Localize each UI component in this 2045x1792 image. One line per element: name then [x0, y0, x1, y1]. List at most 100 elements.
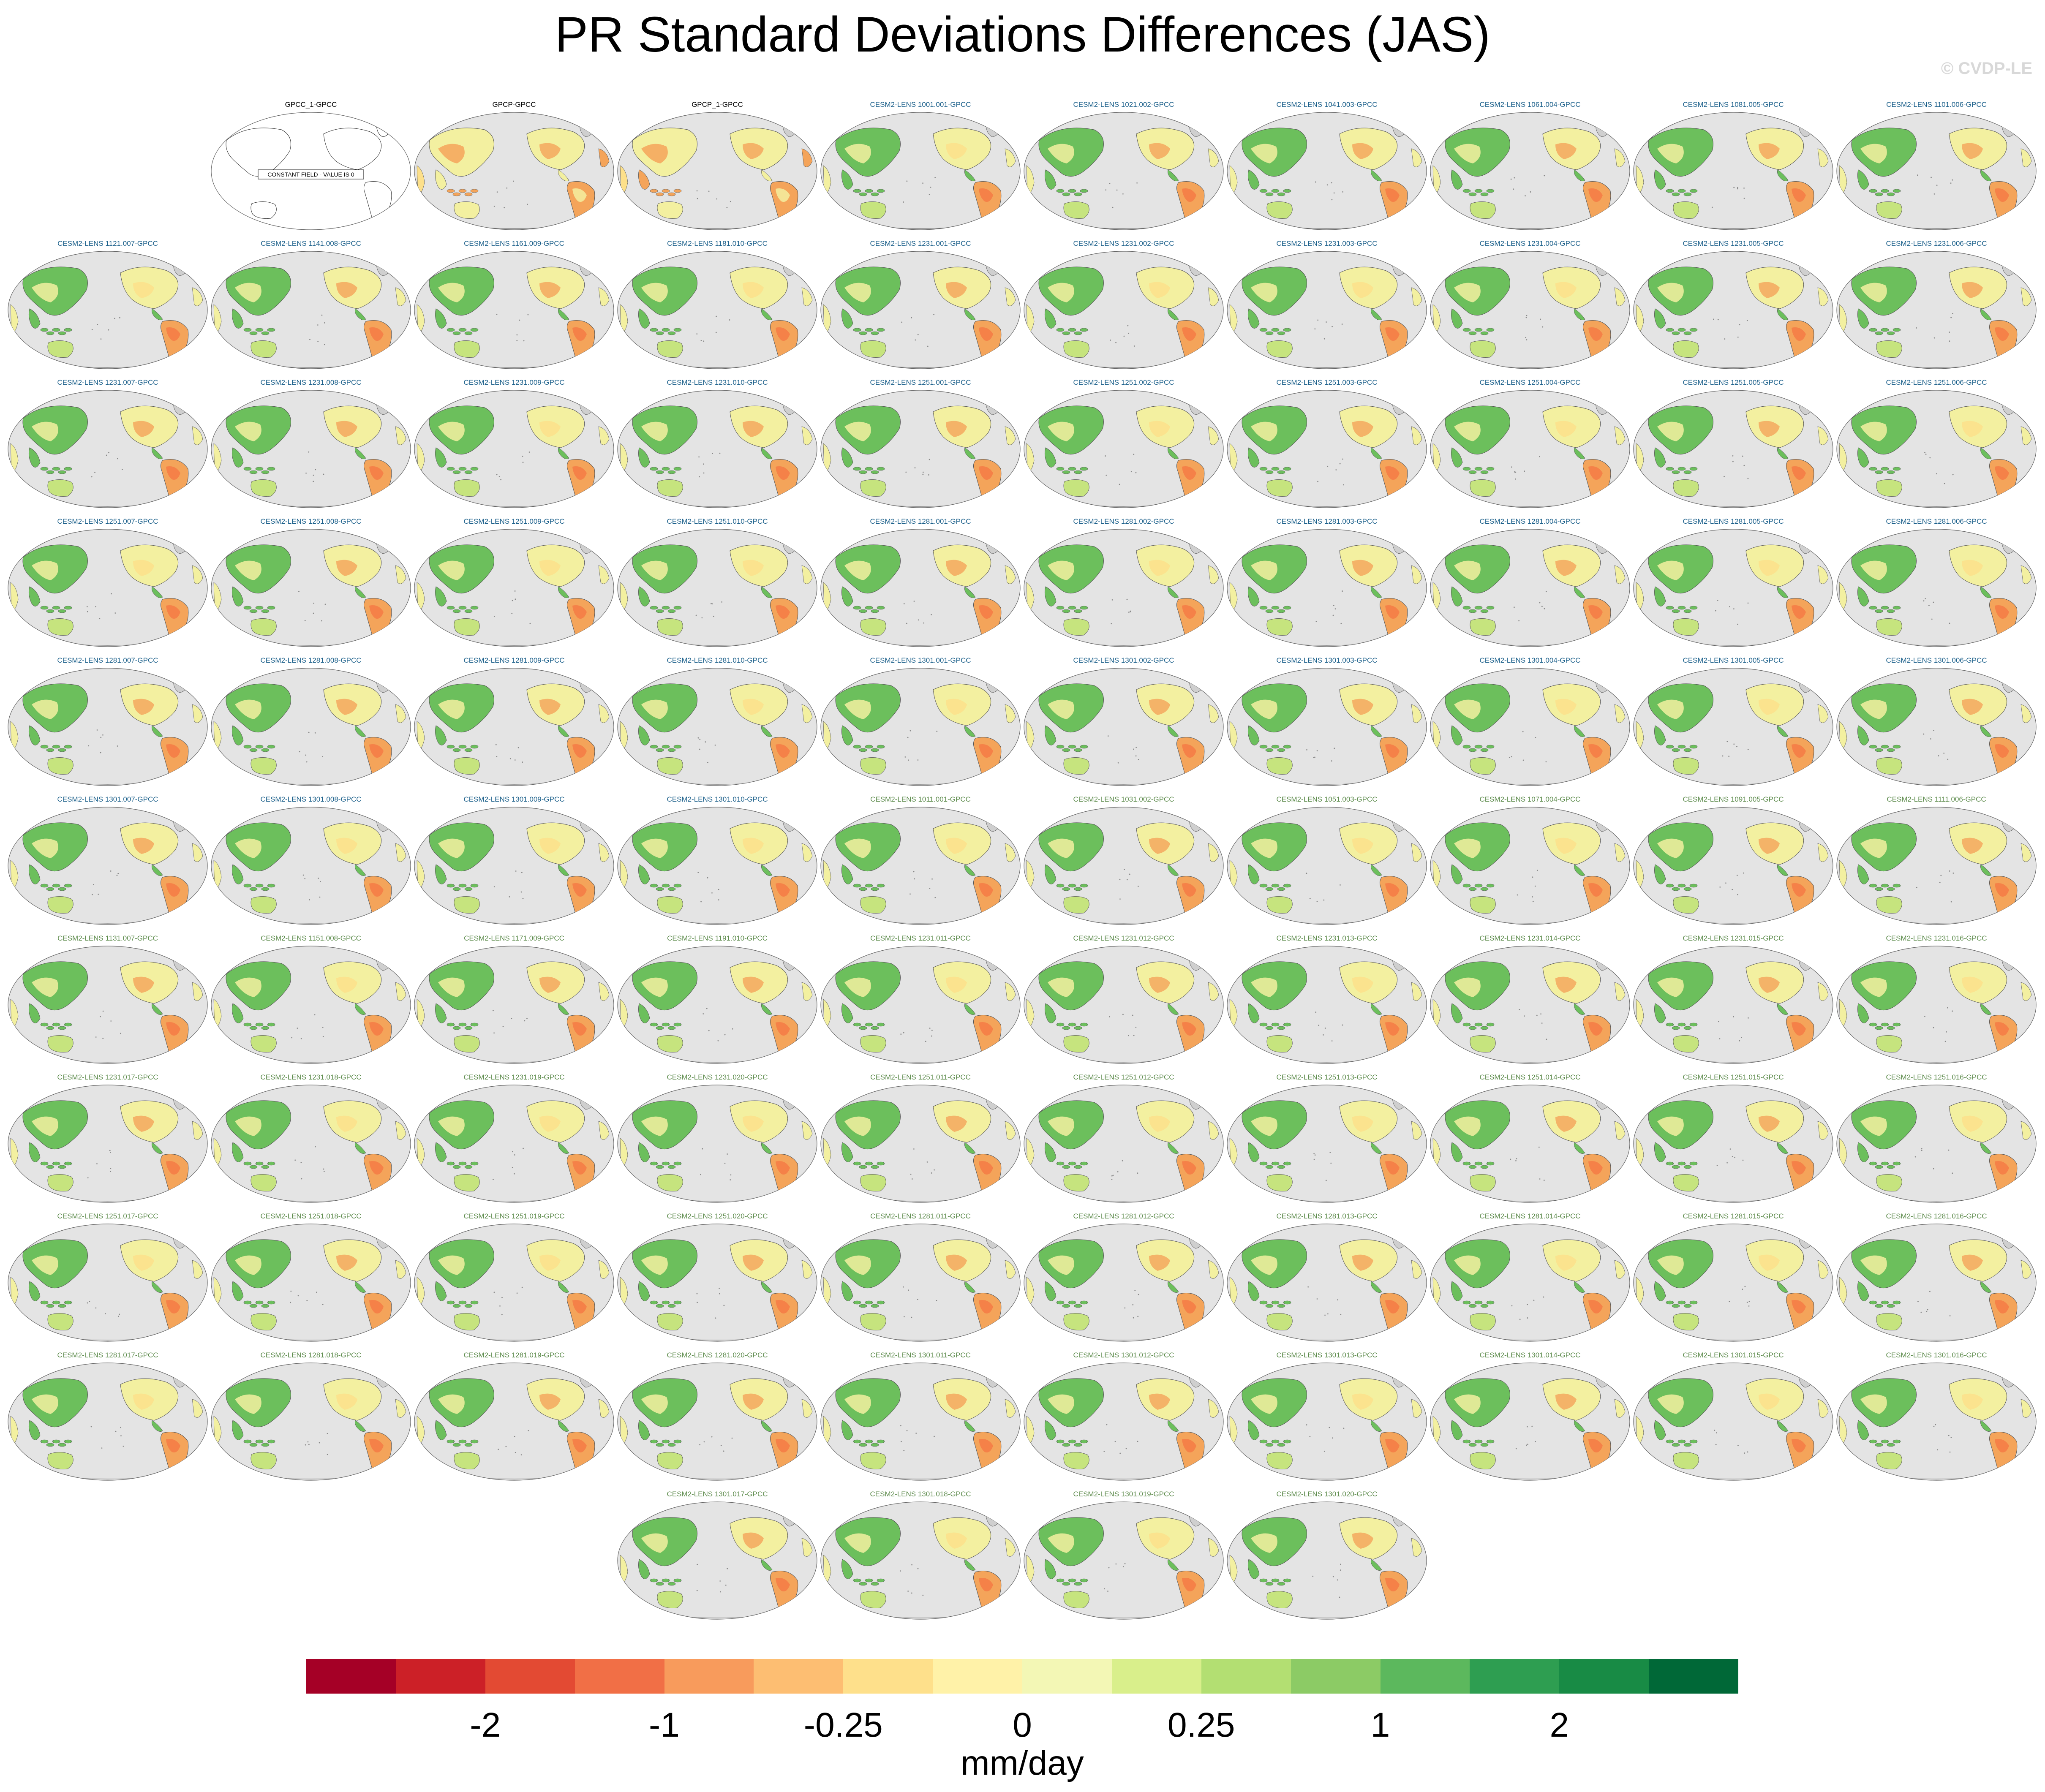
world-map — [1633, 1362, 1833, 1481]
map-panel-label: CESM2-LENS 1231.007-GPCC — [57, 378, 158, 386]
map-panel-label: CESM2-LENS 1111.006-GPCC — [1887, 795, 1986, 803]
map-panel: CESM2-LENS 1281.017-GPCC — [6, 1351, 209, 1484]
land-masses — [620, 539, 813, 646]
map-panel-label: CESM2-LENS 1301.009-GPCC — [463, 795, 565, 803]
map-panel-label: CESM2-LENS 1301.005-GPCC — [1683, 656, 1784, 664]
map-panel: CESM2-LENS 1231.014-GPCC — [1429, 934, 1631, 1067]
map-panel: CESM2-LENS 1281.003-GPCC — [1225, 517, 1428, 650]
land-masses — [1432, 400, 1626, 507]
map-panel-label: CESM2-LENS 1251.002-GPCC — [1073, 378, 1174, 386]
land-masses — [1839, 261, 2032, 368]
world-map — [1024, 1085, 1224, 1203]
map-panel-label: CESM2-LENS 1231.009-GPCC — [463, 378, 565, 386]
map-panel-label: CESM2-LENS 1301.017-GPCC — [667, 1490, 768, 1498]
map-panel-label: CESM2-LENS 1251.005-GPCC — [1683, 378, 1784, 386]
world-map — [1633, 529, 1833, 647]
land-masses — [213, 1095, 406, 1202]
map-panel: CESM2-LENS 1251.007-GPCC — [6, 517, 209, 650]
world-map — [414, 529, 614, 647]
map-panel: CESM2-LENS 1301.014-GPCC — [1429, 1351, 1631, 1484]
map-panel-label: CESM2-LENS 1281.020-GPCC — [667, 1351, 768, 1359]
land-masses — [1229, 956, 1422, 1063]
land-masses — [1229, 678, 1422, 785]
land-masses — [1432, 956, 1626, 1063]
map-panel-label: CESM2-LENS 1301.014-GPCC — [1479, 1351, 1581, 1359]
land-masses — [417, 400, 610, 507]
map-panel: CESM2-LENS 1131.007-GPCC — [6, 934, 209, 1067]
world-map — [1633, 807, 1833, 925]
map-panel-label: CESM2-LENS 1251.020-GPCC — [667, 1212, 768, 1220]
world-map — [211, 251, 411, 369]
map-panel: CESM2-LENS 1301.007-GPCC — [6, 795, 209, 928]
map-panel: CESM2-LENS 1231.006-GPCC — [1835, 239, 2038, 373]
map-panel: CESM2-LENS 1181.010-GPCC — [616, 239, 819, 373]
colorbar-tick-label: -1 — [649, 1706, 680, 1744]
map-panel-label: CESM2-LENS 1301.008-GPCC — [260, 795, 362, 803]
map-panel-label: CESM2-LENS 1251.016-GPCC — [1886, 1073, 1987, 1081]
map-panel-label: CESM2-LENS 1281.001-GPCC — [870, 517, 971, 525]
map-panel: CESM2-LENS 1251.013-GPCC — [1225, 1073, 1428, 1206]
map-panel-label: CESM2-LENS 1091.005-GPCC — [1683, 795, 1784, 803]
world-map — [211, 529, 411, 647]
map-panel-label: CESM2-LENS 1251.009-GPCC — [463, 517, 565, 525]
world-map — [617, 668, 817, 786]
map-panel: CESM2-LENS 1231.016-GPCC — [1835, 934, 2038, 1067]
map-panel: CESM2-LENS 1031.002-GPCC — [1022, 795, 1225, 928]
land-masses — [213, 539, 406, 646]
colorbar-tick-label: 0.25 — [1167, 1706, 1235, 1744]
world-map — [617, 807, 817, 925]
land-masses — [620, 1095, 813, 1202]
colorbar-segment — [1111, 1659, 1201, 1694]
map-panel: CESM2-LENS 1301.008-GPCC — [210, 795, 412, 928]
map-panel-label: CESM2-LENS 1231.008-GPCC — [260, 378, 362, 386]
map-panel-label: CESM2-LENS 1031.002-GPCC — [1073, 795, 1174, 803]
world-map — [1024, 1362, 1224, 1481]
map-panel: CESM2-LENS 1301.018-GPCC — [819, 1490, 1022, 1623]
map-panel-label: CESM2-LENS 1001.001-GPCC — [870, 101, 971, 109]
map-panel: CESM2-LENS 1231.008-GPCC — [210, 378, 412, 511]
world-map — [820, 1501, 1021, 1620]
map-panel-grid: GPCC_1-GPCC CONSTANT FIELD - VALUE IS 0 GP… — [6, 101, 2038, 1623]
map-panel: CESM2-LENS 1001.001-GPCC — [819, 101, 1022, 234]
world-map — [211, 390, 411, 508]
land-masses — [417, 956, 610, 1063]
map-panel-label: CESM2-LENS 1281.008-GPCC — [260, 656, 362, 664]
world-map — [820, 1085, 1021, 1203]
map-panel-label: CESM2-LENS 1181.010-GPCC — [667, 239, 768, 247]
world-map — [211, 1362, 411, 1481]
land-masses — [10, 1095, 203, 1202]
world-map — [211, 1085, 411, 1203]
map-panel-label: CESM2-LENS 1281.003-GPCC — [1276, 517, 1378, 525]
world-map — [1024, 946, 1224, 1064]
map-panel: CESM2-LENS 1231.013-GPCC — [1225, 934, 1428, 1067]
world-map — [1633, 112, 1833, 230]
world-map — [211, 946, 411, 1064]
map-panel: CESM2-LENS 1301.017-GPCC — [616, 1490, 819, 1623]
map-panel-label: CESM2-LENS 1251.012-GPCC — [1073, 1073, 1174, 1081]
map-panel: CESM2-LENS 1071.004-GPCC — [1429, 795, 1631, 928]
map-panel: CESM2-LENS 1281.014-GPCC — [1429, 1212, 1631, 1345]
map-panel: CESM2-LENS 1251.002-GPCC — [1022, 378, 1225, 511]
world-map — [1836, 112, 2037, 230]
land-masses — [1839, 1373, 2032, 1479]
map-panel: CESM2-LENS 1281.018-GPCC — [210, 1351, 412, 1484]
map-panel: CESM2-LENS 1251.009-GPCC — [413, 517, 615, 650]
land-masses — [417, 678, 610, 785]
land-masses — [1229, 1373, 1422, 1479]
map-panel: CESM2-LENS 1301.016-GPCC — [1835, 1351, 2038, 1484]
map-panel-label: CESM2-LENS 1121.007-GPCC — [57, 239, 158, 247]
world-map — [211, 668, 411, 786]
colorbar-tick-label: -0.25 — [803, 1706, 883, 1744]
world-map — [1836, 668, 2037, 786]
land-masses — [1636, 1373, 1829, 1479]
world-map — [820, 807, 1021, 925]
map-panel-label: CESM2-LENS 1231.011-GPCC — [870, 934, 971, 942]
map-panel-label: CESM2-LENS 1281.015-GPCC — [1683, 1212, 1784, 1220]
world-map — [1633, 1085, 1833, 1203]
map-panel: CESM2-LENS 1141.008-GPCC — [210, 239, 412, 373]
land-masses — [213, 956, 406, 1063]
colorbar-tick-label: -2 — [470, 1706, 501, 1744]
map-panel-label: CESM2-LENS 1281.017-GPCC — [57, 1351, 158, 1359]
world-map — [211, 807, 411, 925]
map-panel: CESM2-LENS 1231.001-GPCC — [819, 239, 1022, 373]
